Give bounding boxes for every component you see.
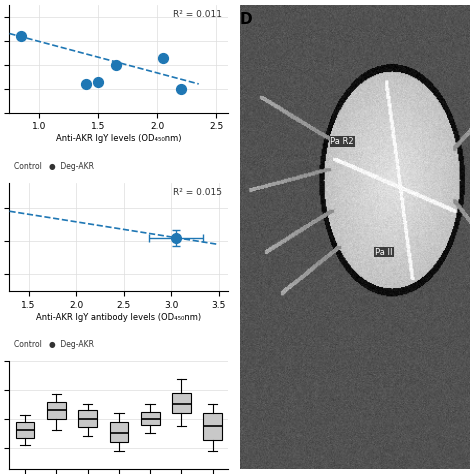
PathPatch shape bbox=[16, 422, 35, 438]
Point bbox=[94, 78, 102, 85]
Text: Control   ●  Deg-AKR: Control ● Deg-AKR bbox=[14, 162, 94, 171]
PathPatch shape bbox=[78, 410, 97, 428]
X-axis label: Anti-AKR IgY levels (OD₄₅₀nm): Anti-AKR IgY levels (OD₄₅₀nm) bbox=[56, 134, 182, 143]
Point bbox=[112, 61, 120, 69]
X-axis label: Anti-AKR IgY antibody levels (OD₄₅₀nm): Anti-AKR IgY antibody levels (OD₄₅₀nm) bbox=[36, 312, 201, 321]
PathPatch shape bbox=[172, 393, 191, 413]
Text: Control   ●  Deg-AKR: Control ● Deg-AKR bbox=[14, 340, 94, 349]
Point bbox=[82, 80, 90, 88]
Text: D: D bbox=[239, 12, 252, 27]
Point bbox=[177, 85, 185, 92]
Text: R² = 0.011: R² = 0.011 bbox=[173, 10, 222, 19]
PathPatch shape bbox=[47, 401, 66, 419]
PathPatch shape bbox=[141, 411, 160, 425]
Text: R² = 0.015: R² = 0.015 bbox=[173, 188, 222, 197]
Point bbox=[159, 54, 167, 61]
PathPatch shape bbox=[109, 422, 128, 442]
Text: Pa II: Pa II bbox=[375, 247, 393, 256]
Point bbox=[18, 32, 25, 40]
PathPatch shape bbox=[203, 413, 222, 440]
Text: Pa R2: Pa R2 bbox=[330, 137, 354, 146]
